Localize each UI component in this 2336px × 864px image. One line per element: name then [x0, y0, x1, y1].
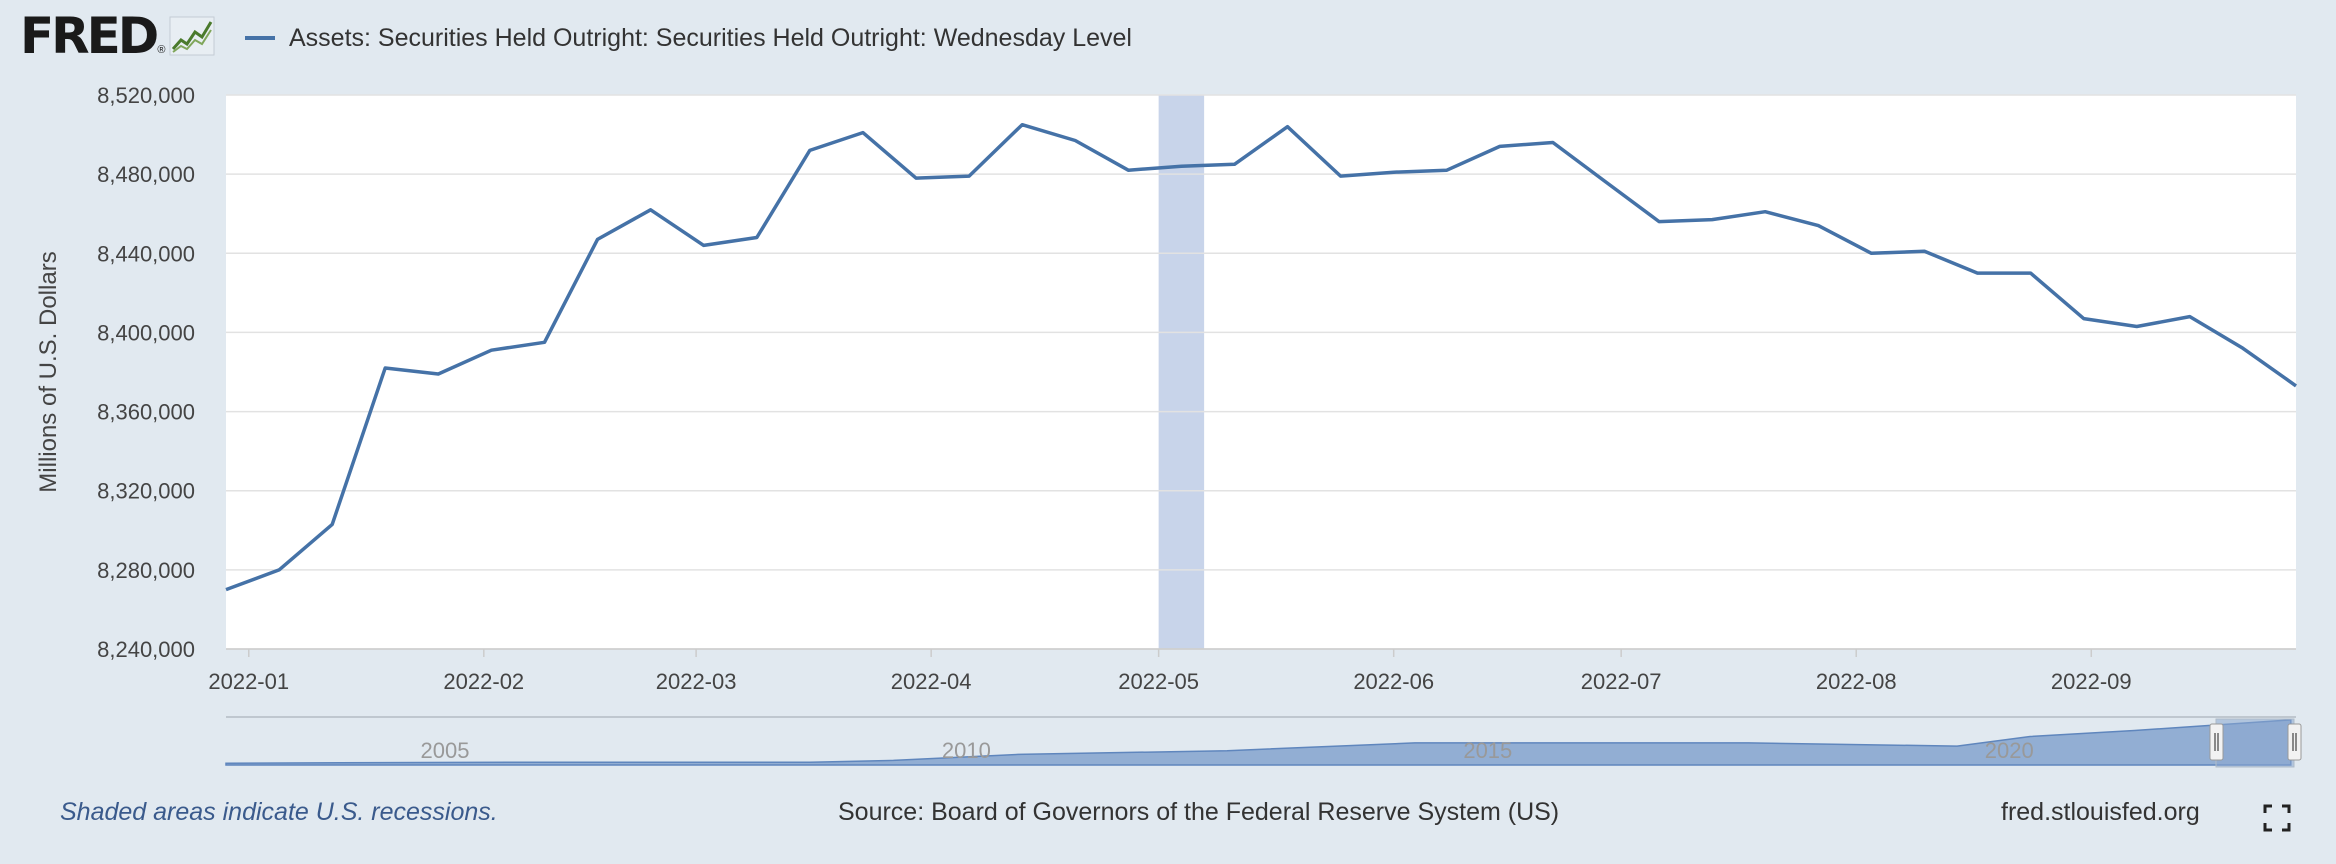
line-chart: 8,240,000 8,280,000 8,320,000 8,360,000 8,40…: [35, 83, 2302, 768]
data-point[interactable]: [1654, 217, 1664, 227]
series-line: [225, 122, 2298, 592]
y-tick-label: 8,480,000: [97, 162, 195, 187]
x-tick-label: 2022-05: [1118, 669, 1199, 694]
chart-header: FRED ® Assets: Securities Held Outright:…: [0, 0, 2336, 80]
data-point[interactable]: [380, 363, 390, 373]
y-tick-label: 8,240,000: [97, 637, 195, 662]
site-url[interactable]: fred.stlouisfed.org: [2001, 798, 2200, 826]
logo-text: FRED: [20, 7, 159, 65]
range-navigator[interactable]: 2005 2010 2015 2020: [225, 716, 2302, 768]
navigator-tick-label: 2005: [421, 738, 470, 763]
source-credit: Source: Board of Governors of the Federa…: [838, 798, 1560, 826]
data-point[interactable]: [1283, 122, 1293, 132]
navigator-left-handle[interactable]: [2209, 723, 2224, 761]
recession-shade: [1158, 95, 1205, 649]
series-group: [221, 120, 2301, 595]
recession-note: Shaded areas indicate U.S. recessions.: [60, 798, 498, 826]
data-point[interactable]: [964, 171, 974, 181]
legend-label: Assets: Securities Held Outright: Securi…: [289, 23, 1132, 52]
data-point[interactable]: [1601, 177, 1611, 187]
x-tick-label: 2022-02: [443, 669, 524, 694]
chart-legend: Assets: Securities Held Outright: Securi…: [245, 18, 1132, 58]
data-point[interactable]: [1707, 215, 1717, 225]
data-point[interactable]: [433, 369, 443, 379]
x-tick-label: 2022-06: [1353, 669, 1434, 694]
data-point[interactable]: [1813, 221, 1823, 231]
x-tick-label: 2022-07: [1581, 669, 1662, 694]
y-tick-label: 8,440,000: [97, 241, 195, 266]
data-point[interactable]: [593, 234, 603, 244]
recession-shading: [1158, 95, 1205, 649]
data-point[interactable]: [1442, 165, 1452, 175]
data-point[interactable]: [1495, 141, 1505, 151]
navigator-tick-label: 2020: [1985, 738, 2034, 763]
data-point[interactable]: [2079, 314, 2089, 324]
data-point[interactable]: [858, 128, 868, 138]
data-point[interactable]: [539, 337, 549, 347]
grid-lines: [226, 94, 2296, 650]
plot-area: [226, 95, 2296, 649]
data-point[interactable]: [911, 173, 921, 183]
data-point[interactable]: [2132, 321, 2142, 331]
data-point[interactable]: [1336, 171, 1346, 181]
data-point[interactable]: [2026, 268, 2036, 278]
data-point[interactable]: [1973, 268, 1983, 278]
y-tick-label: 8,520,000: [97, 83, 195, 108]
data-point[interactable]: [1070, 136, 1080, 146]
x-tick-label: 2022-09: [2051, 669, 2132, 694]
data-point[interactable]: [752, 232, 762, 242]
data-point[interactable]: [1548, 137, 1558, 147]
data-point[interactable]: [1229, 159, 1239, 169]
y-tick-label: 8,280,000: [97, 558, 195, 583]
fullscreen-icon[interactable]: [2263, 804, 2291, 832]
data-point[interactable]: [646, 205, 656, 215]
navigator-tick-label: 2015: [1463, 738, 1512, 763]
y-axis-ticks: 8,240,000 8,280,000 8,320,000 8,360,000 8,40…: [97, 83, 195, 662]
y-tick-label: 8,360,000: [97, 400, 195, 425]
legend-swatch: [245, 36, 275, 40]
data-point[interactable]: [1389, 167, 1399, 177]
x-tick-label: 2022-08: [1816, 669, 1897, 694]
data-point[interactable]: [805, 145, 815, 155]
navigator-right-handle[interactable]: [2287, 723, 2302, 761]
navigator-tick-label: 2010: [942, 738, 991, 763]
navigator-ticks: 2005 2010 2015 2020: [421, 738, 2034, 763]
fred-logo[interactable]: FRED ®: [20, 10, 215, 62]
y-tick-label: 8,320,000: [97, 479, 195, 504]
data-point[interactable]: [486, 345, 496, 355]
data-point[interactable]: [1760, 207, 1770, 217]
x-tick-label: 2022-01: [208, 669, 289, 694]
data-point[interactable]: [1176, 161, 1186, 171]
data-point[interactable]: [1866, 248, 1876, 258]
x-tick-label: 2022-04: [891, 669, 972, 694]
data-point[interactable]: [1017, 120, 1027, 130]
data-point[interactable]: [2291, 381, 2301, 391]
line-graph-icon: [169, 16, 215, 56]
y-axis-label: Millions of U.S. Dollars: [35, 251, 62, 492]
data-point[interactable]: [221, 585, 231, 595]
x-tick-label: 2022-03: [656, 669, 737, 694]
navigator-selection[interactable]: [2215, 718, 2295, 768]
data-point[interactable]: [274, 565, 284, 575]
data-point[interactable]: [2185, 312, 2195, 322]
data-point[interactable]: [699, 240, 709, 250]
x-axis-ticks: 2022-01 2022-02 2022-03 2022-04 2022-05 2022-…: [208, 649, 2132, 694]
data-point[interactable]: [327, 519, 337, 529]
data-point[interactable]: [1123, 165, 1133, 175]
y-tick-label: 8,400,000: [97, 320, 195, 345]
logo-registered-mark: ®: [157, 44, 166, 56]
data-point[interactable]: [2238, 343, 2248, 353]
data-point[interactable]: [1919, 246, 1929, 256]
